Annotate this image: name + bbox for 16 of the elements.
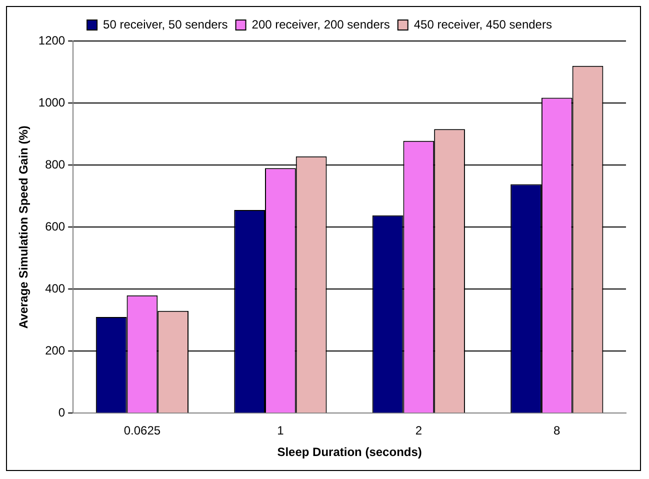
y-tick-label: 1200	[38, 33, 66, 48]
y-tick-label: 400	[45, 281, 66, 296]
legend-label: 200 receiver, 200 senders	[252, 17, 390, 32]
y-tick-label: 200	[45, 343, 66, 358]
legend-label: 50 receiver, 50 senders	[103, 17, 228, 32]
x-tick-label: 2	[415, 424, 422, 438]
y-axis-title: Average Simulation Speed Gain (%)	[16, 126, 31, 329]
x-tick-label: 8	[554, 424, 561, 438]
x-tick-label: 1	[277, 424, 284, 438]
y-tick-label: 1000	[38, 95, 66, 110]
x-axis-title: Sleep Duration (seconds)	[277, 445, 422, 460]
y-tick-label: 800	[45, 157, 66, 172]
x-tick-label: 0.0625	[124, 424, 161, 438]
y-tick-label: 0	[58, 406, 66, 420]
legend-label: 450 receiver, 450 senders	[414, 17, 552, 32]
y-tick-label: 600	[45, 219, 66, 234]
